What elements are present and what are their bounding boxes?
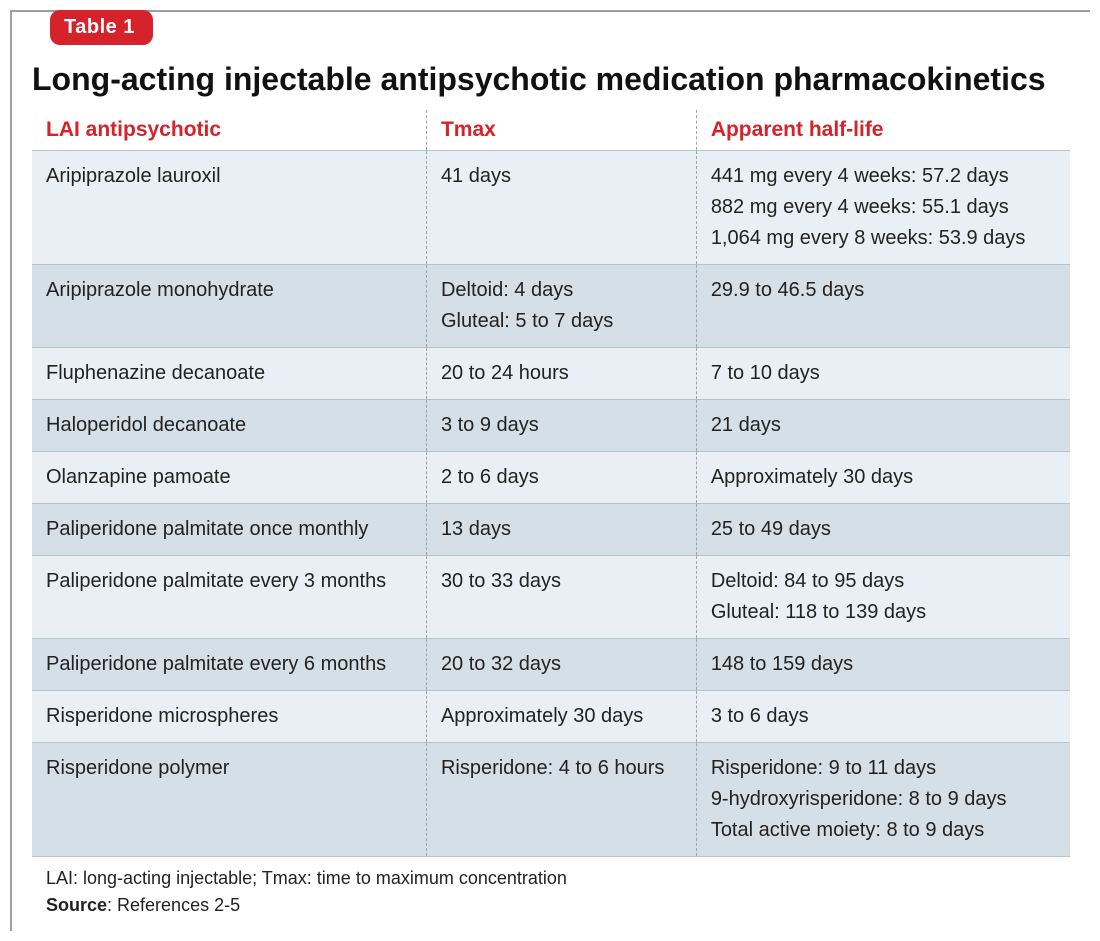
source-line: Source: References 2-5 [46,892,1056,919]
cell-line: 29.9 to 46.5 days [711,275,1056,306]
cell-drug: Aripiprazole lauroxil [32,150,426,264]
table-frame: Table 1 Long-acting injectable antipsych… [10,10,1090,931]
cell-drug: Paliperidone palmitate every 6 months [32,638,426,690]
table-row: Risperidone polymer Risperidone: 4 to 6 h… [32,742,1070,856]
table-body: Aripiprazole lauroxil 41 days 441 mg every… [32,150,1070,856]
cell-drug: Risperidone microspheres [32,690,426,742]
cell-line: Risperidone: 4 to 6 hours [441,753,682,784]
cell-halflife: Approximately 30 days [696,451,1070,503]
cell-drug: Risperidone polymer [32,742,426,856]
cell-halflife: 25 to 49 days [696,503,1070,555]
table-header-row: LAI antipsychotic Tmax Apparent half-lif… [32,110,1070,151]
cell-tmax: 41 days [426,150,696,264]
source-text: : References 2-5 [107,895,240,915]
pk-table: LAI antipsychotic Tmax Apparent half-lif… [32,110,1070,857]
cell-drug: Paliperidone palmitate every 3 months [32,555,426,638]
cell-line: 13 days [441,514,682,545]
table-badge: Table 1 [50,10,153,45]
cell-line: Gluteal: 118 to 139 days [711,597,1056,628]
table-row: Olanzapine pamoate 2 to 6 days Approximate… [32,451,1070,503]
cell-line: Risperidone: 9 to 11 days [711,753,1056,784]
cell-halflife: Risperidone: 9 to 11 days9-hydroxyrisper… [696,742,1070,856]
cell-line: 7 to 10 days [711,358,1056,389]
table-content: Long-acting injectable antipsychotic med… [12,47,1090,931]
table-row: Paliperidone palmitate every 3 months 30 … [32,555,1070,638]
cell-halflife: 441 mg every 4 weeks: 57.2 days882 mg ev… [696,150,1070,264]
cell-line: Approximately 30 days [711,462,1056,493]
cell-drug: Fluphenazine decanoate [32,347,426,399]
cell-line: 20 to 32 days [441,649,682,680]
cell-halflife: 7 to 10 days [696,347,1070,399]
table-title: Long-acting injectable antipsychotic med… [32,61,1070,98]
table-row: Haloperidol decanoate 3 to 9 days 21 days [32,399,1070,451]
cell-tmax: Approximately 30 days [426,690,696,742]
cell-line: 41 days [441,161,682,192]
cell-tmax: 3 to 9 days [426,399,696,451]
cell-line: 882 mg every 4 weeks: 55.1 days [711,192,1056,223]
cell-line: Total active moiety: 8 to 9 days [711,815,1056,846]
cell-tmax: 13 days [426,503,696,555]
cell-halflife: 148 to 159 days [696,638,1070,690]
cell-line: Gluteal: 5 to 7 days [441,306,682,337]
cell-drug: Olanzapine pamoate [32,451,426,503]
source-label: Source [46,895,107,915]
cell-tmax: 20 to 32 days [426,638,696,690]
col-header-tmax: Tmax [426,110,696,151]
cell-line: 30 to 33 days [441,566,682,597]
cell-halflife: Deltoid: 84 to 95 daysGluteal: 118 to 13… [696,555,1070,638]
cell-halflife: 21 days [696,399,1070,451]
table-row: Risperidone microspheres Approximately 30… [32,690,1070,742]
cell-line: 1,064 mg every 8 weeks: 53.9 days [711,223,1056,254]
cell-line: 25 to 49 days [711,514,1056,545]
cell-tmax: Deltoid: 4 daysGluteal: 5 to 7 days [426,264,696,347]
cell-drug: Paliperidone palmitate once monthly [32,503,426,555]
col-header-drug: LAI antipsychotic [32,110,426,151]
cell-line: 21 days [711,410,1056,441]
cell-tmax: Risperidone: 4 to 6 hours [426,742,696,856]
table-row: Paliperidone palmitate once monthly 13 da… [32,503,1070,555]
cell-line: 3 to 6 days [711,701,1056,732]
table-row: Fluphenazine decanoate 20 to 24 hours 7 to… [32,347,1070,399]
cell-line: 20 to 24 hours [441,358,682,389]
table-row: Aripiprazole monohydrateDeltoid: 4 daysG… [32,264,1070,347]
cell-drug: Aripiprazole monohydrate [32,264,426,347]
cell-tmax: 2 to 6 days [426,451,696,503]
table-footnotes: LAI: long-acting injectable; Tmax: time … [32,857,1070,921]
cell-tmax: 20 to 24 hours [426,347,696,399]
cell-line: Deltoid: 84 to 95 days [711,566,1056,597]
cell-halflife: 29.9 to 46.5 days [696,264,1070,347]
cell-line: Approximately 30 days [441,701,682,732]
cell-drug: Haloperidol decanoate [32,399,426,451]
col-header-halflife: Apparent half-life [696,110,1070,151]
table-row: Paliperidone palmitate every 6 months 20 … [32,638,1070,690]
cell-line: 441 mg every 4 weeks: 57.2 days [711,161,1056,192]
cell-line: Deltoid: 4 days [441,275,682,306]
cell-line: 9-hydroxyrisperidone: 8 to 9 days [711,784,1056,815]
cell-line: 2 to 6 days [441,462,682,493]
cell-tmax: 30 to 33 days [426,555,696,638]
cell-halflife: 3 to 6 days [696,690,1070,742]
cell-line: 148 to 159 days [711,649,1056,680]
table-row: Aripiprazole lauroxil 41 days 441 mg every… [32,150,1070,264]
abbrev-definitions: LAI: long-acting injectable; Tmax: time … [46,865,1056,892]
cell-line: 3 to 9 days [441,410,682,441]
